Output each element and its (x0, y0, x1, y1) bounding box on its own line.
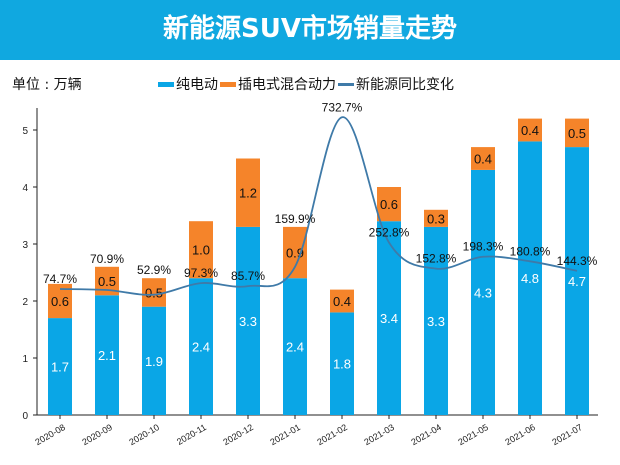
yoy-value-label: 97.3% (184, 266, 218, 280)
bar-bev (330, 312, 354, 415)
bev-value-label: 2.4 (192, 340, 210, 355)
phev-value-label: 0.6 (380, 197, 398, 212)
y-tick-label: 3 (22, 240, 28, 251)
x-tick-label: 2020-08 (33, 422, 67, 447)
bev-value-label: 1.7 (51, 360, 69, 375)
phev-value-label: 0.4 (333, 294, 351, 309)
yoy-value-label: 52.9% (137, 263, 171, 277)
bar-bev (283, 278, 307, 415)
phev-value-label: 1.0 (192, 243, 210, 258)
yoy-value-label: 74.7% (43, 272, 77, 286)
bar-phev (283, 226, 307, 279)
bar-phev (377, 187, 401, 222)
y-tick-label: 1 (22, 354, 28, 365)
x-tick-label: 2021-03 (362, 422, 396, 447)
bev-value-label: 2.4 (286, 340, 304, 355)
bev-value-label: 3.3 (427, 314, 445, 329)
bev-value-label: 4.7 (568, 274, 586, 289)
yoy-value-label: 159.9% (275, 212, 316, 226)
unit-label: 单位 : 万辆 (12, 77, 82, 93)
x-tick-label: 2020-12 (221, 422, 255, 447)
phev-value-label: 0.6 (51, 294, 69, 309)
phev-value-label: 0.4 (474, 152, 492, 167)
yoy-value-label: 180.8% (510, 244, 551, 258)
bar-bev (95, 295, 119, 415)
y-tick-label: 4 (22, 183, 28, 194)
x-tick-label: 2021-01 (268, 422, 302, 447)
bar-bev (236, 226, 260, 415)
bev-value-label: 3.3 (239, 314, 257, 329)
legend-swatch-phev (220, 81, 236, 87)
yoy-value-label: 85.7% (231, 269, 265, 283)
chart-title: 新能源SUV市场销量走势 (0, 0, 620, 60)
legend: 纯电动 插电式混合动力 新能源同比变化 (158, 74, 456, 94)
bar-phev (189, 221, 213, 279)
bar-bev (518, 141, 542, 415)
bar-bev (471, 169, 495, 415)
x-tick-label: 2021-05 (456, 422, 490, 447)
phev-value-label: 0.5 (145, 285, 163, 300)
legend-label-phev: 插电式混合动力 (238, 77, 336, 93)
y-tick-label: 5 (22, 126, 28, 137)
yoy-value-label: 198.3% (463, 240, 504, 254)
phev-value-label: 0.5 (568, 126, 586, 141)
bar-phev (424, 209, 448, 227)
phev-value-label: 0.4 (521, 123, 539, 138)
yoy-value-label: 252.8% (369, 226, 410, 240)
bar-bev (565, 147, 589, 415)
bar-bev (48, 318, 72, 415)
yoy-value-label: 70.9% (90, 252, 124, 266)
yoy-value-label: 732.7% (322, 100, 363, 114)
x-tick-label: 2020-11 (175, 422, 208, 447)
bar-bev (142, 306, 166, 415)
bev-value-label: 2.1 (98, 348, 116, 363)
bar-phev (142, 278, 166, 307)
bev-value-label: 4.8 (521, 271, 539, 286)
yoy-value-label: 152.8% (416, 252, 457, 266)
x-tick-label: 2020-09 (80, 422, 114, 447)
bev-value-label: 1.8 (333, 357, 351, 372)
phev-value-label: 0.5 (98, 274, 116, 289)
yoy-value-label: 144.3% (557, 254, 598, 268)
phev-value-label: 1.2 (239, 186, 257, 201)
bev-value-label: 3.4 (380, 311, 398, 326)
x-tick-label: 2021-06 (503, 422, 537, 447)
x-tick-label: 2021-07 (550, 422, 584, 447)
bar-phev (518, 118, 542, 142)
y-tick-label: 2 (22, 297, 28, 308)
legend-label-bev: 纯电动 (176, 77, 218, 93)
x-tick-label: 2021-04 (409, 422, 443, 447)
bar-phev (236, 158, 260, 227)
bar-bev (424, 226, 448, 415)
legend-swatch-line (338, 82, 354, 86)
yoy-line (59, 116, 578, 296)
x-tick-label: 2020-10 (127, 422, 161, 447)
bev-value-label: 1.9 (145, 354, 163, 369)
x-tick-label: 2021-02 (315, 422, 349, 447)
phev-value-label: 0.3 (427, 211, 445, 226)
bev-value-label: 4.3 (474, 285, 492, 300)
bar-phev (471, 147, 495, 170)
bar-bev (189, 278, 213, 415)
legend-label-line: 新能源同比变化 (356, 77, 454, 93)
legend-swatch-bev (158, 81, 174, 87)
bar-phev (330, 289, 354, 313)
bar-phev (565, 118, 589, 148)
y-tick-label: 0 (22, 411, 28, 422)
